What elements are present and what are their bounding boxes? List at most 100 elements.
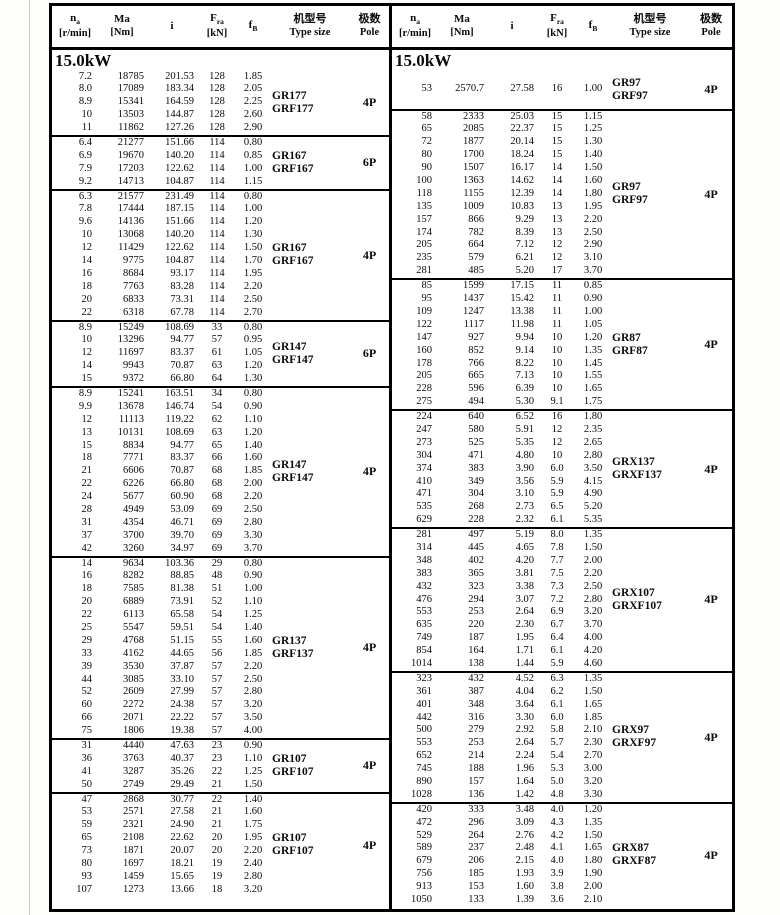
- table-row: 52 2609 27.99 57 2.80: [52, 686, 270, 699]
- header-symbol-pole: 极数: [700, 12, 722, 25]
- cell-fb: 1.15: [583, 110, 603, 122]
- cell-fra: 128: [209, 70, 225, 82]
- table-row: 14 9634 103.36 29 0.80: [52, 558, 270, 571]
- cell-fb: 1.35: [583, 344, 603, 356]
- pole-label: 4P: [362, 95, 377, 110]
- cell-fb: 4.20: [583, 645, 603, 657]
- cell-na: 14: [81, 557, 93, 569]
- cell-fb: 1.25: [243, 765, 263, 777]
- cell-fb: 1.40: [583, 149, 603, 161]
- cell-ma: 10131: [117, 426, 144, 438]
- cell-na: 95: [421, 293, 433, 305]
- cell-na: 18: [81, 280, 93, 292]
- table-row: 20 6889 73.91 52 1.10: [52, 596, 270, 609]
- cell-na: 37: [81, 529, 93, 541]
- table-row: 80 1700 18.24 15 1.40: [392, 149, 610, 162]
- table-row: 95 1437 15.42 11 0.90: [392, 293, 610, 306]
- cell-i: 1.60: [515, 881, 534, 893]
- header-cell-pole: 极数 Pole: [690, 11, 732, 41]
- cell-ma: 214: [468, 750, 484, 762]
- cell-na: 652: [416, 750, 432, 762]
- header-cell-fra: Fra [kN]: [538, 11, 576, 41]
- cell-fb: 2.60: [243, 109, 263, 121]
- cell-na: 22: [81, 609, 93, 621]
- cell-ma: 7763: [123, 280, 144, 292]
- table-row: 37 3700 39.70 69 3.30: [52, 530, 270, 543]
- cell-ma: 164: [468, 645, 484, 657]
- cell-fb: 0.95: [243, 334, 263, 346]
- cell-na: 52: [81, 686, 93, 698]
- cell-ma: 1599: [463, 280, 484, 292]
- cell-na: 12: [81, 242, 93, 254]
- cell-fra: 3.9: [550, 868, 564, 880]
- cell-ma: 294: [468, 593, 484, 605]
- table-row: 7.8 17444 187.15 114 1.00: [52, 203, 270, 216]
- cell-na: 304: [416, 449, 432, 461]
- cell-fb: 4.15: [583, 475, 603, 487]
- cell-i: 39.70: [170, 529, 194, 541]
- cell-fra: 8.0: [550, 529, 564, 541]
- cell-i: 122.62: [165, 162, 194, 174]
- cell-ma: 17444: [117, 203, 144, 215]
- type-size-label: GRX107 GRXF107: [610, 529, 690, 671]
- header-symbol-type: 机型号: [633, 12, 667, 25]
- gear-group: 224 640 6.52 16 1.80 247 580 5.91 12 2.35 273 525 5.…: [392, 409, 732, 527]
- cell-ma: 1459: [123, 870, 144, 882]
- cell-fra: 6.1: [550, 514, 564, 526]
- pole-label: 4P: [704, 461, 718, 476]
- cell-fb: 1.85: [583, 711, 603, 723]
- cell-i: 4.65: [515, 541, 534, 553]
- cell-i: 44.65: [170, 647, 194, 659]
- type-size-line: GR87: [612, 331, 641, 344]
- cell-na: 80: [81, 858, 93, 870]
- cell-i: 5.30: [515, 396, 534, 408]
- cell-ma: 1363: [463, 175, 484, 187]
- cell-na: 58: [421, 110, 433, 122]
- cell-fb: 2.00: [243, 478, 263, 490]
- type-size-line: GRF177: [272, 102, 314, 115]
- table-row: 24 5677 60.90 68 2.20: [52, 491, 270, 504]
- cell-fb: 3.20: [583, 606, 603, 618]
- cell-fra: 114: [209, 229, 225, 241]
- cell-na: 401: [416, 698, 432, 710]
- cell-na: 314: [416, 541, 432, 553]
- cell-fra: 128: [209, 83, 225, 95]
- type-size-label: GR87 GRF87: [610, 280, 690, 409]
- cell-na: 8.9: [78, 96, 92, 108]
- header-cell-fra: Fra [kN]: [198, 11, 236, 41]
- cell-na: 157: [416, 213, 432, 225]
- type-size-line: GRF87: [612, 344, 648, 357]
- cell-ma: 6318: [123, 306, 144, 318]
- type-size-line: GRF107: [272, 845, 314, 858]
- table-row: 500 279 2.92 5.8 2.10: [392, 724, 610, 737]
- type-size-line: GR147: [272, 458, 307, 471]
- cell-ma: 1507: [463, 162, 484, 174]
- gear-group: 6.4 21277 151.66 114 0.80 6.9 19670 140.20 114 0.…: [52, 135, 389, 189]
- cell-fra: 54: [211, 609, 223, 621]
- pole-label: 4P: [704, 847, 718, 862]
- gear-group: 7.2 18785 201.53 128 1.85 8.0 17089 183.34 128 2.…: [52, 71, 389, 135]
- cell-i: 14.62: [510, 175, 534, 187]
- cell-na: 374: [416, 462, 432, 474]
- cell-ma: 1155: [463, 187, 484, 199]
- type-size-line: GRX107: [612, 586, 655, 599]
- cell-fb: 1.35: [583, 529, 603, 541]
- cell-fb: 3.70: [583, 265, 603, 277]
- cell-fb: 1.00: [243, 162, 263, 174]
- cell-i: 108.69: [165, 321, 194, 333]
- type-size-line: GRF137: [272, 647, 314, 660]
- cell-ma: 157: [468, 776, 484, 787]
- column-header-row: na [r/min] Ma [Nm] i Fra [kN] fB 机型号 Type size 极数 P…: [392, 6, 732, 50]
- cell-na: 18: [81, 452, 93, 464]
- cell-fra: 4.1: [550, 842, 564, 854]
- cell-fra: 52: [211, 596, 223, 608]
- table-row: 205 664 7.12 12 2.90: [392, 239, 610, 252]
- cell-na: 41: [81, 765, 93, 777]
- header-symbol-fra: Fra: [550, 12, 564, 27]
- cell-fb: 0.90: [583, 293, 603, 305]
- cell-ma: 1877: [463, 136, 484, 148]
- cell-na: 7.2: [78, 70, 92, 82]
- cell-ma: 11862: [118, 122, 144, 134]
- cell-fb: 0.90: [243, 740, 263, 751]
- cell-fb: 1.50: [583, 829, 603, 841]
